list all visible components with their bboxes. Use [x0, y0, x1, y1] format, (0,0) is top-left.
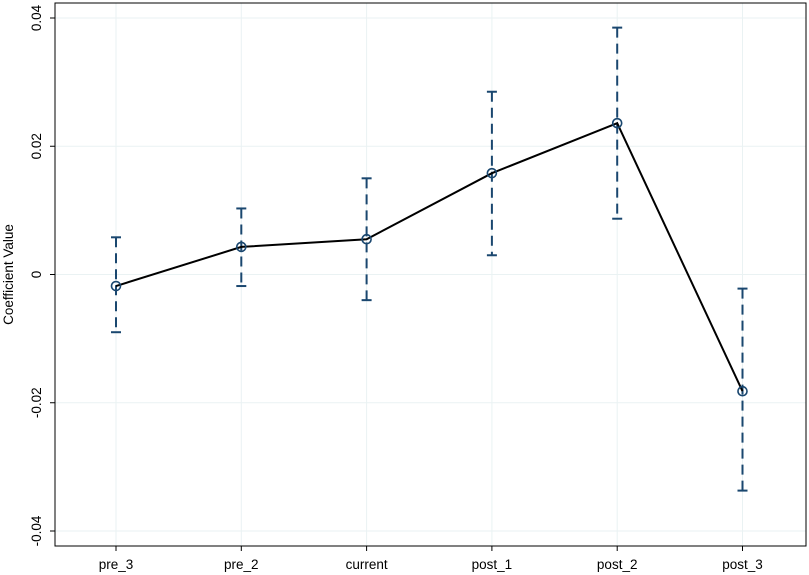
x-tick-label: current	[346, 557, 388, 572]
coefficient-line	[115, 121, 744, 392]
x-tick-label: pre_2	[224, 557, 259, 572]
y-tick-label: 0	[29, 271, 44, 279]
confidence-intervals	[111, 26, 748, 492]
coefficient-point	[486, 167, 498, 179]
coefficient-point	[737, 385, 748, 397]
coefficient-point	[361, 233, 372, 245]
y-axis-title: Coefficient Value	[1, 224, 16, 325]
coefficient-point	[110, 280, 122, 292]
grid-lines	[55, 3, 806, 546]
x-tick-label: post_1	[472, 557, 513, 572]
x-tick-label: pre_3	[99, 557, 134, 572]
y-tick-label: -0.04	[29, 515, 44, 546]
y-tick-label: -0.02	[29, 387, 44, 418]
y-tick-label: 0.02	[29, 133, 44, 159]
x-tick-label: post_3	[722, 557, 763, 572]
coefficient-markers	[110, 117, 748, 397]
coefficient-point	[236, 241, 247, 253]
axes: -0.04 -0.02 0 0.02 0.04 pre_3 pre_2 current post…	[29, 4, 763, 572]
coefficient-line-layer	[115, 121, 744, 392]
y-tick-label: 0.04	[29, 4, 44, 31]
coefficient-point	[611, 117, 623, 129]
x-tick-label: post_2	[597, 557, 638, 572]
